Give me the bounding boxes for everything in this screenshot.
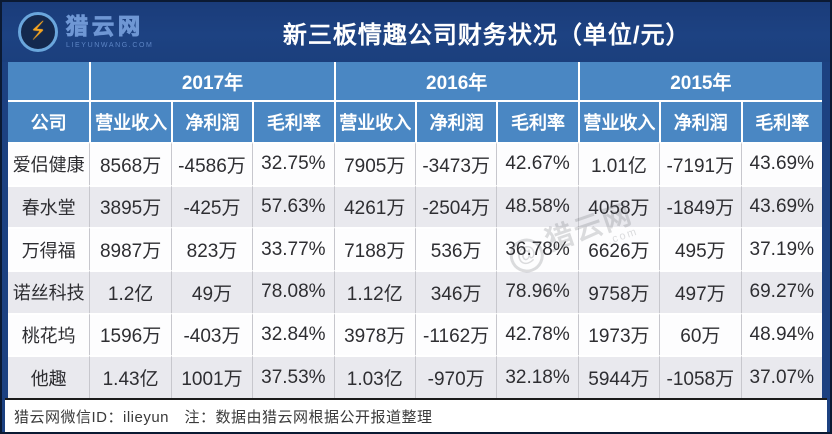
corner-spacer-cell: [8, 62, 90, 102]
page-title: 新三板情趣公司财务状况（单位/元）: [282, 21, 691, 49]
financial-table-wrap: 2017年 2016年 2015年 公司 营业收入 净利润 毛利率 营业收入 净…: [8, 62, 822, 398]
value-cell: 8987万: [89, 227, 171, 270]
table-row: 春水堂 3895万 -425万 57.63% 4261万 -2504万 48.5…: [8, 184, 822, 228]
value-cell: 9758万: [577, 269, 660, 313]
value-cell: 4058万: [577, 184, 660, 228]
table-row: 万得福 8987万 823万 33.77% 7188万 536万 36.78% …: [8, 227, 822, 270]
value-cell: 43.69%: [740, 184, 822, 228]
table-row: 他趣 1.43亿 1001万 37.53% 1.03亿 -970万 32.18%…: [8, 355, 822, 398]
column-header: 净利润: [659, 102, 741, 142]
company-cell: 他趣: [8, 355, 90, 398]
value-cell: 3895万: [89, 184, 171, 228]
lightning-circle-icon: ⚡: [18, 12, 58, 52]
value-cell: -1058万: [659, 355, 741, 398]
value-cell: 37.53%: [252, 355, 334, 398]
value-cell: 497万: [659, 269, 741, 313]
value-cell: -4586万: [170, 142, 253, 185]
value-cell: 36.78%: [496, 227, 578, 270]
value-cell: -970万: [414, 355, 497, 398]
value-cell: -425万: [170, 184, 253, 228]
value-cell: 48.94%: [740, 312, 822, 356]
value-cell: 37.19%: [740, 227, 822, 270]
value-cell: 32.75%: [252, 142, 334, 185]
value-cell: 37.07%: [740, 355, 822, 398]
value-cell: 1596万: [89, 312, 171, 356]
value-cell: 3978万: [333, 312, 415, 356]
column-header-row: 公司 营业收入 净利润 毛利率 营业收入 净利润 毛利率 营业收入 净利润 毛利…: [8, 102, 822, 142]
value-cell: 1.12亿: [333, 269, 415, 313]
column-header: 营业收入: [577, 102, 660, 142]
value-cell: 42.78%: [496, 312, 578, 356]
value-cell: 32.18%: [496, 355, 578, 398]
column-header: 毛利率: [496, 102, 578, 142]
value-cell: -1162万: [414, 312, 497, 356]
company-cell: 诺丝科技: [8, 269, 90, 313]
company-cell: 春水堂: [8, 184, 90, 228]
value-cell: 1001万: [170, 355, 253, 398]
value-cell: 8568万: [89, 142, 171, 185]
value-cell: 1.01亿: [577, 142, 660, 185]
table-row: 诺丝科技 1.2亿 49万 78.08% 1.12亿 346万 78.96% 9…: [8, 269, 822, 313]
value-cell: 6626万: [577, 227, 660, 270]
value-cell: 49万: [170, 269, 253, 313]
company-cell: 桃花坞: [8, 312, 90, 356]
value-cell: 57.63%: [252, 184, 334, 228]
value-cell: 78.08%: [252, 269, 334, 313]
value-cell: 823万: [170, 227, 253, 270]
value-cell: 495万: [659, 227, 741, 270]
value-cell: 78.96%: [496, 269, 578, 313]
value-cell: 536万: [414, 227, 497, 270]
value-cell: -7191万: [659, 142, 741, 185]
value-cell: 7905万: [333, 142, 415, 185]
column-header: 毛利率: [252, 102, 334, 142]
year-header-2016: 2016年: [333, 62, 578, 102]
value-cell: 43.69%: [740, 142, 822, 185]
value-cell: 4261万: [333, 184, 415, 228]
footer-bar: 猎云网微信ID：ilieyun 注：数据由猎云网根据公开报道整理: [5, 398, 827, 432]
company-cell: 爱侣健康: [8, 142, 90, 185]
value-cell: 32.84%: [252, 312, 334, 356]
lightning-bolt-icon: ⚡: [27, 16, 49, 47]
logo-domain: LIEYUNWANG.COM: [66, 41, 154, 49]
value-cell: -1849万: [659, 184, 741, 228]
year-header-row: 2017年 2016年 2015年: [8, 62, 822, 102]
lieyunwang-logo: ⚡ 猎云网 LIEYUNWANG.COM: [18, 12, 153, 52]
column-header: 营业收入: [89, 102, 171, 142]
year-header-2017: 2017年: [89, 62, 334, 102]
column-header: 毛利率: [740, 102, 822, 142]
column-header: 净利润: [170, 102, 253, 142]
financial-table: 2017年 2016年 2015年 公司 营业收入 净利润 毛利率 营业收入 净…: [8, 62, 822, 398]
year-header-2015: 2015年: [577, 62, 822, 102]
value-cell: -2504万: [414, 184, 497, 228]
value-cell: -403万: [170, 312, 253, 356]
value-cell: 1.2亿: [89, 269, 171, 313]
column-header: 净利润: [414, 102, 497, 142]
footer-note: 猎云网微信ID：ilieyun 注：数据由猎云网根据公开报道整理: [14, 408, 433, 426]
logo-text-block: 猎云网 LIEYUNWANG.COM: [65, 13, 154, 49]
value-cell: 60万: [659, 312, 741, 356]
value-cell: 7188万: [333, 227, 415, 270]
value-cell: 33.77%: [252, 227, 334, 270]
value-cell: -3473万: [414, 142, 497, 185]
logo-name: 猎云网: [65, 13, 145, 39]
value-cell: 1.03亿: [333, 355, 415, 398]
value-cell: 5944万: [577, 355, 660, 398]
top-banner: ⚡ 猎云网 LIEYUNWANG.COM 新三板情趣公司财务状况（单位/元）: [2, 2, 830, 62]
company-cell: 万得福: [8, 227, 90, 270]
column-header: 营业收入: [333, 102, 415, 142]
value-cell: 1.43亿: [89, 355, 171, 398]
value-cell: 346万: [414, 269, 497, 313]
value-cell: 48.58%: [496, 184, 578, 228]
value-cell: 69.27%: [740, 269, 822, 313]
company-column-header: 公司: [8, 102, 90, 142]
table-row: 桃花坞 1596万 -403万 32.84% 3978万 -1162万 42.7…: [8, 312, 822, 356]
table-row: 爱侣健康 8568万 -4586万 32.75% 7905万 -3473万 42…: [8, 142, 822, 185]
value-cell: 1973万: [577, 312, 660, 356]
value-cell: 42.67%: [496, 142, 578, 185]
